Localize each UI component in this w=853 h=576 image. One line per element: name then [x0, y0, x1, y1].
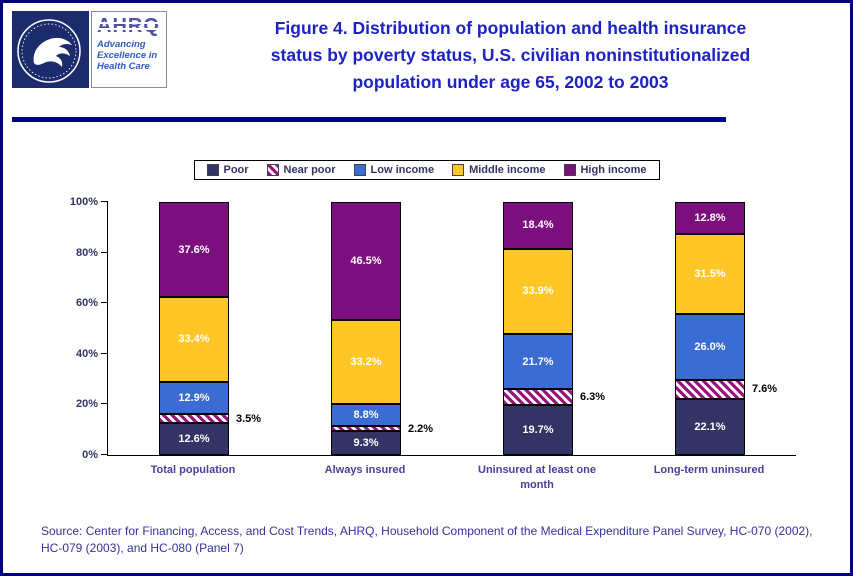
data-label-low-income: 8.8%: [353, 408, 379, 421]
segment-low-income: 26.0%: [675, 314, 745, 380]
data-label-low-income: 21.7%: [522, 355, 554, 368]
legend-swatch-middle-income: [452, 164, 465, 176]
hhs-logo: [12, 11, 89, 88]
figure-title: Figure 4. Distribution of population and…: [178, 15, 843, 96]
segment-middle-income: 33.2%: [331, 319, 401, 404]
segment-high-income: 46.5%: [331, 202, 401, 320]
figure-title-line-2: status by poverty status, U.S. civilian …: [270, 45, 751, 66]
bar-slot-uninsured-at-least-one-month: 19.7% 6.3% 21.7% 33.9% 18.4%: [452, 202, 624, 455]
data-label-low-income: 12.9%: [178, 391, 210, 404]
bar-long-term-uninsured: 22.1% 7.6% 26.0% 31.5% 12.8%: [675, 202, 777, 455]
bar-total-population: 12.6% 3.5% 12.9% 33.4% 37.6%: [159, 202, 261, 455]
legend-label-middle-income: Middle income: [469, 164, 546, 176]
segment-low-income: 21.7%: [503, 334, 573, 390]
data-label-low-income: 26.0%: [694, 340, 726, 353]
y-tick-label-20: 20%: [75, 398, 98, 411]
data-label-high-income: 46.5%: [350, 254, 382, 267]
data-label-middle-income: 33.9%: [522, 285, 554, 298]
plot-area: 12.6% 3.5% 12.9% 33.4% 37.6% 9.3% 2.2% 8.8% 33.2…: [70, 196, 796, 461]
data-label-poor: 9.3%: [353, 437, 379, 450]
data-label-middle-income: 33.4%: [178, 333, 210, 346]
legend-swatch-high-income: [563, 164, 576, 176]
y-tick-mark-100: [101, 201, 108, 202]
segment-poor: 12.6%: [159, 423, 229, 455]
data-label-high-income: 12.8%: [694, 212, 726, 225]
category-label-uninsured-at-least-one-month: Uninsured at least one month: [478, 464, 596, 491]
bars: 12.6% 3.5% 12.9% 33.4% 37.6% 9.3% 2.2% 8.8% 33.2…: [108, 202, 796, 455]
data-label-poor: 19.7%: [522, 424, 554, 437]
bar-slot-long-term-uninsured: 22.1% 7.6% 26.0% 31.5% 12.8%: [624, 202, 796, 455]
data-label-near-poor: 6.3%: [580, 391, 606, 404]
segment-middle-income: 33.9%: [503, 248, 573, 335]
bar-slot-always-insured: 9.3% 2.2% 8.8% 33.2% 46.5%: [280, 202, 452, 455]
category-label-long-term-uninsured: Long-term uninsured: [653, 464, 765, 476]
segment-middle-income: 31.5%: [675, 234, 745, 315]
legend-label-high-income: High income: [580, 164, 647, 176]
bar-uninsured-at-least-one-month: 19.7% 6.3% 21.7% 33.9% 18.4%: [503, 202, 605, 455]
header-divider: [12, 117, 726, 122]
legend-label-poor: Poor: [223, 164, 249, 176]
x-axis-labels: Total population Always insured Uninsured …: [107, 463, 795, 493]
legend-item-poor: Poor: [206, 164, 249, 176]
segment-near-poor: [503, 389, 573, 406]
y-tick-label-0: 0%: [82, 449, 98, 461]
chart-legend: Poor Near poor Low income Middle income High…: [193, 160, 660, 180]
figure-title-line-1: Figure 4. Distribution of population and…: [274, 18, 747, 38]
segment-near-poor: [331, 425, 401, 432]
segment-poor: 19.7%: [503, 405, 573, 455]
data-label-poor: 12.6%: [178, 433, 210, 446]
segment-poor: 22.1%: [675, 399, 745, 455]
segment-high-income: 37.6%: [159, 202, 229, 298]
data-label-near-poor: 7.6%: [752, 383, 778, 396]
bar-always-insured: 9.3% 2.2% 8.8% 33.2% 46.5%: [331, 202, 433, 455]
segment-middle-income: 33.4%: [159, 297, 229, 382]
legend-item-high-income: High income: [563, 164, 647, 176]
bar-slot-total-population: 12.6% 3.5% 12.9% 33.4% 37.6%: [108, 202, 280, 455]
segment-low-income: 8.8%: [331, 403, 401, 426]
y-tick-mark-20: [101, 403, 108, 405]
legend-item-low-income: Low income: [353, 164, 435, 176]
data-label-middle-income: 33.2%: [350, 355, 382, 368]
y-tick-label-80: 80%: [75, 246, 98, 259]
ahrq-logo-text: AHRQ: [97, 15, 161, 37]
segment-near-poor: [675, 379, 745, 400]
segment-high-income: 18.4%: [503, 202, 573, 249]
data-label-near-poor: 2.2%: [408, 422, 434, 435]
legend-item-near-poor: Near poor: [266, 164, 336, 176]
legend-swatch-poor: [206, 164, 219, 176]
y-tick-label-100: 100%: [69, 196, 98, 208]
category-label-always-insured: Always insured: [324, 464, 406, 476]
y-tick-label-60: 60%: [75, 297, 98, 310]
data-label-near-poor: 3.5%: [236, 412, 262, 425]
data-label-middle-income: 31.5%: [694, 268, 726, 281]
source-note: Source: Center for Financing, Access, an…: [41, 524, 813, 555]
data-label-high-income: 37.6%: [178, 243, 210, 256]
y-tick-mark-0: [101, 454, 108, 455]
y-tick-mark-60: [101, 302, 108, 304]
data-label-high-income: 18.4%: [522, 219, 554, 232]
segment-near-poor: [159, 414, 229, 424]
legend-swatch-near-poor: [266, 164, 279, 176]
hhs-seal-icon: [12, 11, 89, 88]
ahrq-logo: AHRQ Advancing Excellence in Health Care: [91, 11, 167, 88]
legend-label-near-poor: Near poor: [283, 164, 336, 176]
figure-title-line-3: population under age 65, 2002 to 2003: [352, 72, 669, 93]
category-label-total-population: Total population: [150, 464, 236, 476]
y-tick-label-40: 40%: [75, 347, 98, 360]
data-label-poor: 22.1%: [694, 421, 726, 434]
legend-item-middle-income: Middle income: [452, 164, 545, 176]
ahrq-tagline: Advancing Excellence in Health Care: [97, 39, 158, 73]
segment-low-income: 12.9%: [159, 381, 229, 415]
y-tick-mark-80: [101, 251, 108, 253]
segment-high-income: 12.8%: [675, 202, 745, 235]
y-tick-mark-40: [101, 352, 108, 354]
segment-poor: 9.3%: [331, 431, 401, 455]
legend-swatch-low-income: [353, 164, 366, 176]
legend-label-low-income: Low income: [370, 164, 435, 176]
